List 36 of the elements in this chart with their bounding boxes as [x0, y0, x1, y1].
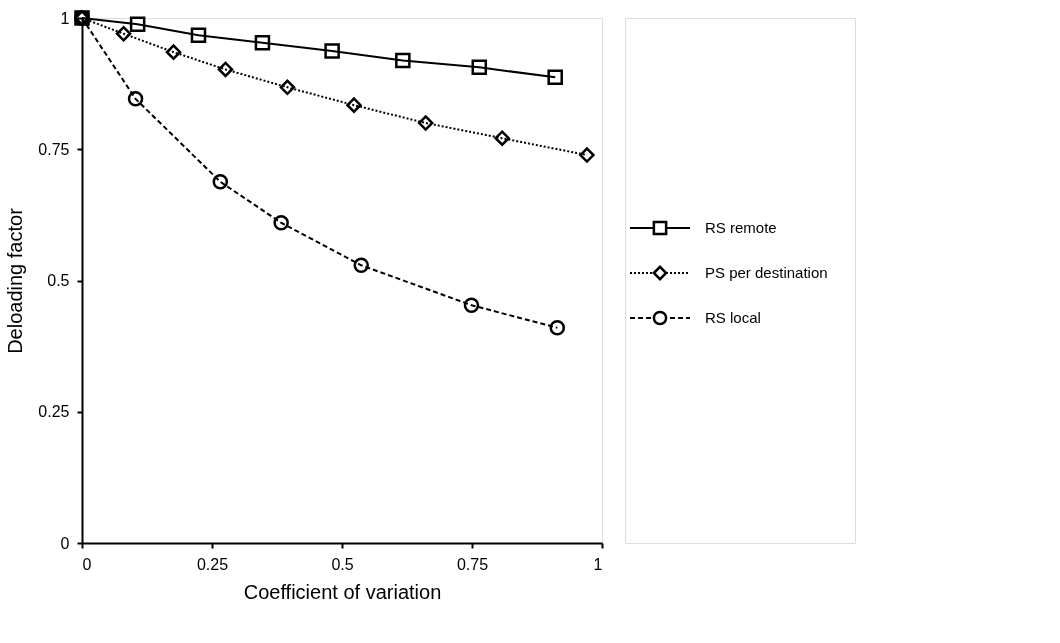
point — [353, 257, 370, 274]
point — [579, 147, 595, 163]
point — [549, 319, 566, 336]
point — [471, 59, 488, 76]
point — [129, 16, 146, 33]
point — [254, 34, 271, 51]
y-tick-label: 0.5 — [47, 272, 70, 289]
legend-label: RS remote — [705, 219, 777, 236]
point — [190, 27, 207, 44]
point — [346, 97, 362, 113]
point — [494, 130, 510, 146]
point — [463, 297, 480, 313]
point — [279, 79, 296, 96]
y-tick-label: 1 — [60, 9, 70, 27]
point — [217, 61, 234, 78]
point — [324, 43, 340, 59]
y-tick-label: 0 — [60, 534, 70, 552]
y-tick-label: 0.75 — [38, 140, 70, 158]
point — [212, 174, 229, 190]
x-tick-label: 1 — [593, 555, 603, 573]
point — [417, 115, 434, 131]
x-tick-label: 0.75 — [456, 555, 489, 573]
x-axis-title: Coefficient of variation — [243, 580, 442, 603]
point — [127, 91, 144, 107]
y-tick-label: 0.25 — [38, 403, 70, 421]
point — [547, 69, 563, 86]
y-axis-title: Deloading factor — [4, 207, 27, 354]
legend-label: RS local — [705, 309, 761, 326]
x-tick-label: 0.25 — [196, 555, 229, 573]
x-tick-label: 0 — [82, 555, 92, 573]
point — [273, 214, 289, 231]
x-tick-label: 0.5 — [331, 555, 354, 573]
point — [115, 25, 132, 42]
point — [165, 44, 182, 60]
legend-label: PS per destination — [705, 264, 828, 281]
point — [395, 52, 411, 69]
